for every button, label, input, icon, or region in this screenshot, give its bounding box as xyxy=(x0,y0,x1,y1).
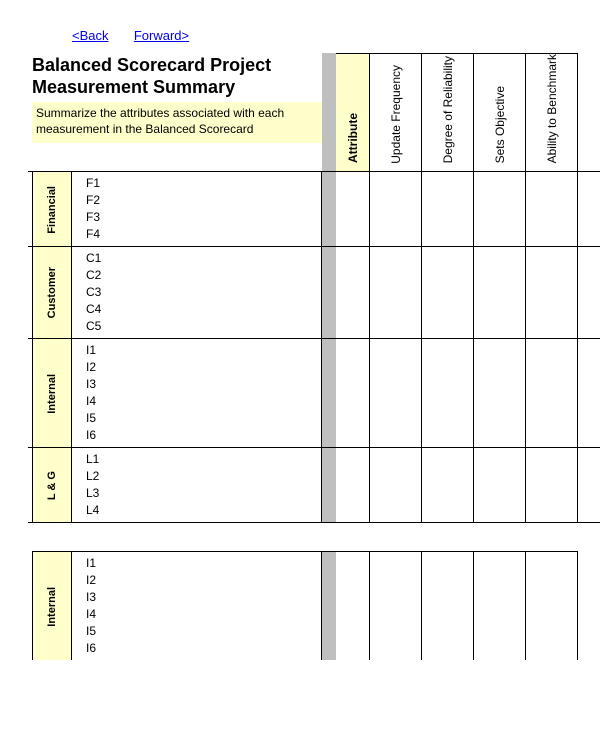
main-table: FinancialF1F2F3F4CustomerC1C2C3C4C5Inter… xyxy=(28,171,600,523)
data-cell xyxy=(422,448,474,522)
category-cell: Financial xyxy=(32,172,72,246)
items-cell: I1I2I3I4I5I6 xyxy=(72,551,322,660)
category-label: Internal xyxy=(46,587,58,627)
data-cell xyxy=(526,339,578,447)
column-header-label: Sets Objective xyxy=(493,86,507,163)
group-row: Financial F1F2F3F4 xyxy=(28,171,600,246)
category-label: Financial xyxy=(46,186,58,234)
column-header: Update Frequency xyxy=(370,53,422,171)
item-label: C4 xyxy=(86,301,321,318)
item-label: I5 xyxy=(86,410,321,427)
data-cell xyxy=(474,448,526,522)
attribute-header: Attribute xyxy=(336,53,370,171)
data-cell xyxy=(422,172,474,246)
item-label: C2 xyxy=(86,267,321,284)
item-label: F1 xyxy=(86,175,321,192)
data-cell xyxy=(370,339,422,447)
gap-column xyxy=(322,339,336,447)
items-cell: I1I2I3I4I5I6 xyxy=(72,339,322,447)
title-block: Balanced Scorecard Project Measurement S… xyxy=(32,53,322,171)
data-cell xyxy=(526,448,578,522)
category-cell: Customer xyxy=(32,247,72,338)
attribute-cell xyxy=(336,247,370,338)
items-cell: L1L2L3L4 xyxy=(72,448,322,522)
item-label: C5 xyxy=(86,318,321,335)
data-cell xyxy=(474,339,526,447)
data-cell xyxy=(526,172,578,246)
data-cell xyxy=(422,551,474,660)
data-cell xyxy=(422,339,474,447)
data-cell xyxy=(474,172,526,246)
category-label: Customer xyxy=(46,267,58,318)
item-label: C1 xyxy=(86,250,321,267)
item-label: I2 xyxy=(86,359,321,376)
header-row: Balanced Scorecard Project Measurement S… xyxy=(28,53,600,171)
category-cell: L & G xyxy=(32,448,72,522)
column-header-label: Update Frequency xyxy=(389,65,403,164)
column-header: Ability to Benchmark xyxy=(526,53,578,171)
data-cell xyxy=(474,247,526,338)
category-label: Internal xyxy=(46,374,58,414)
attribute-cell xyxy=(336,172,370,246)
item-label: F2 xyxy=(86,192,321,209)
column-header: Degree of Reliability xyxy=(422,53,474,171)
items-cell: F1F2F3F4 xyxy=(72,172,322,246)
item-label: I3 xyxy=(86,589,321,606)
item-label: F3 xyxy=(86,209,321,226)
item-label: L3 xyxy=(86,485,321,502)
gap-column xyxy=(322,247,336,338)
attribute-cell xyxy=(336,448,370,522)
item-label: I1 xyxy=(86,555,321,572)
page-title: Balanced Scorecard Project Measurement S… xyxy=(32,53,322,102)
data-cell xyxy=(370,247,422,338)
gap-column xyxy=(322,551,336,660)
item-label: I5 xyxy=(86,623,321,640)
nav-links: <Back Forward> xyxy=(28,28,600,43)
item-label: I1 xyxy=(86,342,321,359)
items-cell: C1C2C3C4C5 xyxy=(72,247,322,338)
attribute-header-label: Attribute xyxy=(346,113,360,163)
item-label: L4 xyxy=(86,502,321,519)
item-label: I6 xyxy=(86,427,321,444)
category-cell: Internal xyxy=(32,551,72,660)
item-label: I3 xyxy=(86,376,321,393)
gap-column xyxy=(322,172,336,246)
data-cell xyxy=(474,551,526,660)
data-cell xyxy=(370,172,422,246)
column-header: Sets Objective xyxy=(474,53,526,171)
back-link[interactable]: <Back xyxy=(72,28,109,43)
group-row: Internal I1I2I3I4I5I6 xyxy=(28,551,600,660)
item-label: I4 xyxy=(86,393,321,410)
item-label: I6 xyxy=(86,640,321,657)
forward-link[interactable]: Forward> xyxy=(134,28,189,43)
data-cell xyxy=(526,551,578,660)
page: <Back Forward> Balanced Scorecard Projec… xyxy=(0,0,600,660)
group-row: L & G L1L2L3L4 xyxy=(28,447,600,523)
group-row: Customer C1C2C3C4C5 xyxy=(28,246,600,338)
item-label: I2 xyxy=(86,572,321,589)
gap-column xyxy=(322,448,336,522)
item-label: C3 xyxy=(86,284,321,301)
attribute-cell xyxy=(336,551,370,660)
data-cell xyxy=(422,247,474,338)
data-cell xyxy=(370,448,422,522)
category-cell: Internal xyxy=(32,339,72,447)
column-header-label: Degree of Reliability xyxy=(441,56,455,163)
item-label: F4 xyxy=(86,226,321,243)
item-label: I4 xyxy=(86,606,321,623)
data-cell xyxy=(370,551,422,660)
item-label: L2 xyxy=(86,468,321,485)
second-table: Internal I1I2I3I4I5I6 xyxy=(28,551,600,660)
page-subtitle: Summarize the attributes associated with… xyxy=(32,102,322,143)
category-label: L & G xyxy=(46,471,58,500)
data-cell xyxy=(526,247,578,338)
gap-column xyxy=(322,53,336,171)
item-label: L1 xyxy=(86,451,321,468)
attribute-cell xyxy=(336,339,370,447)
group-row: Internal I1I2I3I4I5I6 xyxy=(28,338,600,447)
column-header-label: Ability to Benchmark xyxy=(545,54,559,163)
table-spacer xyxy=(28,523,600,551)
